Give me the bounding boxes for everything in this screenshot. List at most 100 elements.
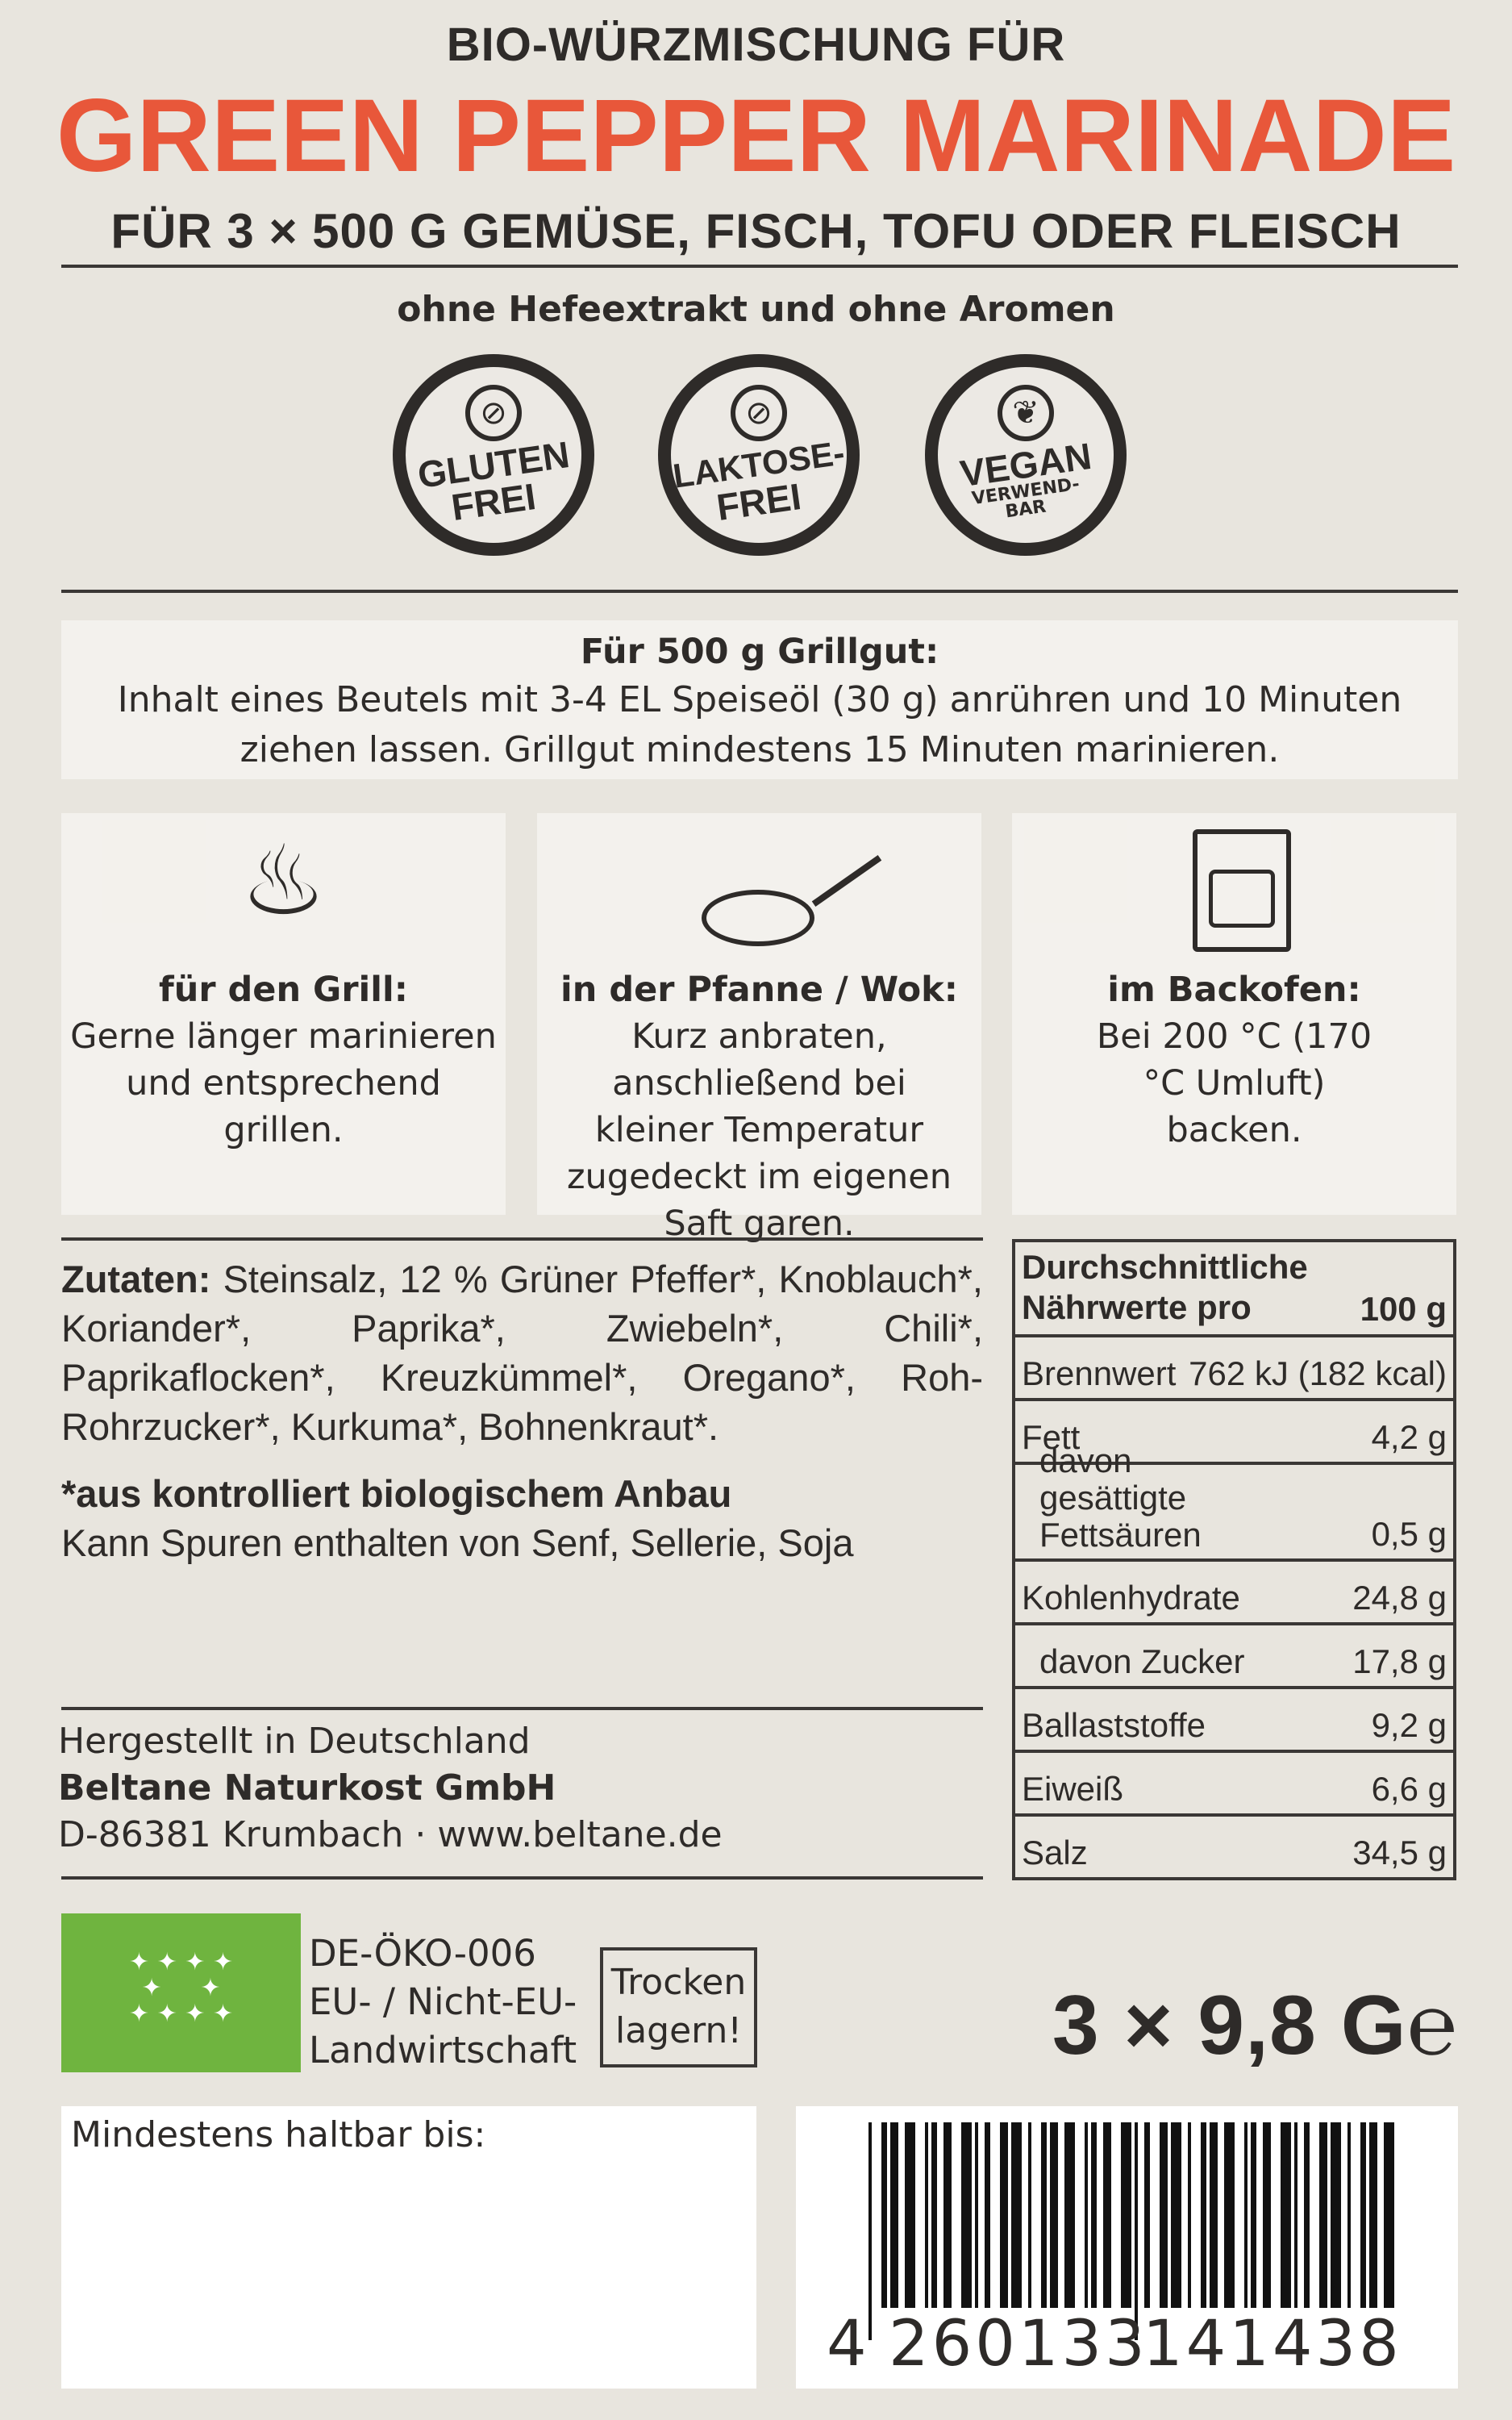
barcode-bar: [1188, 2122, 1191, 2308]
barcode-bar: [1263, 2122, 1271, 2308]
ingredients: Zutaten: Steinsalz, 12 % Grüner Pfeffer*…: [61, 1254, 983, 1567]
certification-origin: EU- / Nicht-EU-: [309, 1980, 577, 2023]
barcode-bar: [1319, 2122, 1327, 2308]
divider: [61, 1237, 983, 1241]
producer-address: D-86381 Krumbach · www.beltane.de: [58, 1814, 723, 1855]
barcode-bar: [1028, 2122, 1031, 2308]
barcode-bar: [1281, 2122, 1291, 2308]
barcode-bar: [1347, 2122, 1351, 2308]
barcode-bar: [905, 2122, 915, 2308]
barcode-bar: [1085, 2122, 1088, 2308]
barcode-digits: 260133: [889, 2308, 1148, 2380]
instructions-title: Für 500 g Grillgut:: [580, 632, 939, 672]
nutrition-per: 100 g: [1360, 1290, 1447, 1328]
barcode-digits: 141438: [1143, 2308, 1402, 2380]
nutrition-row: davon gesättigte Fettsäuren 0,5 g: [1015, 1442, 1453, 1558]
leaf-icon: ❦: [998, 385, 1054, 441]
divider: [61, 590, 1458, 593]
instructions-text: Inhalt eines Beutels mit 3-4 EL Speiseöl…: [117, 679, 1402, 770]
nutrient-label: Eiweiß: [1022, 1770, 1124, 1808]
organic-note: *aus kontrolliert biologischem Anbau: [61, 1472, 732, 1515]
organic-certification: DE-ÖKO-006 EU- / Nicht-EU- Landwirtschaf…: [309, 1930, 577, 2075]
nutrient-label: Kohlenhydrate: [1022, 1579, 1240, 1617]
storage-text: lagern!: [614, 2010, 743, 2051]
lactose-free-badge: ⊘ LAKTOSE- FREI: [658, 354, 860, 556]
barcode-bar: [931, 2122, 937, 2308]
nutrient-value: 9,2 g: [1371, 1706, 1447, 1744]
method-grill: ♨ für den Grill: Gerne länger marinieren…: [61, 813, 506, 1215]
method-text: Kurz anbraten, anschließend bei kleiner …: [566, 1016, 952, 1244]
divider: [61, 1707, 983, 1710]
method-text: Bei 200 °C (170 °C Umluft) backen.: [1096, 1016, 1372, 1150]
best-before-field: Mindestens haltbar bis:: [61, 2106, 756, 2389]
pretitle: BIO-WÜRZMISCHUNG FÜR: [446, 19, 1066, 71]
ingredients-label: Zutaten:: [61, 1258, 211, 1300]
nutrient-label: Brennwert: [1022, 1354, 1177, 1392]
nutrition-row: Brennwert 762 kJ (182 kcal): [1015, 1334, 1453, 1398]
instructions-box: Für 500 g Grillgut: Inhalt eines Beutels…: [61, 620, 1458, 779]
frying-pan-icon: [548, 813, 970, 966]
method-text: Gerne länger marinieren und entsprechend…: [70, 1016, 497, 1150]
barcode-bar: [925, 2122, 928, 2308]
barcode-bar: [1091, 2122, 1097, 2308]
barcode-bar: [1210, 2122, 1218, 2308]
nutrition-header: Durchschnittliche Nährwerte pro 100 g: [1015, 1242, 1453, 1334]
barcode-bar: [1064, 2122, 1075, 2308]
barcode-bar: [868, 2122, 872, 2340]
barcode: 4 260133 141438: [796, 2106, 1458, 2389]
producer: Hergestellt in Deutschland Beltane Natur…: [58, 1718, 723, 1859]
nutrient-value: 6,6 g: [1371, 1770, 1447, 1808]
producer-origin: Hergestellt in Deutschland: [58, 1721, 531, 1762]
nutrient-label: davon gesättigte Fettsäuren: [1039, 1442, 1202, 1554]
product-title: GREEN PEPPER MARINADE: [56, 78, 1456, 194]
allergens: Kann Spuren enthalten von Senf, Sellerie…: [61, 1521, 854, 1564]
barcode-bar: [1011, 2122, 1022, 2308]
nutrition-row: Salz 34,5 g: [1015, 1813, 1453, 1877]
divider: [61, 1876, 983, 1880]
barcode-bar: [1135, 2122, 1138, 2340]
barcode-bar: [1121, 2122, 1131, 2308]
eu-organic-logo: ✦ ✦ ✦ ✦ ✦ ✦ ✦ ✦ ✦ ✦: [61, 1913, 301, 2072]
nutrition-row: davon Zucker 17,8 g: [1015, 1622, 1453, 1686]
nutrient-value: 24,8 g: [1352, 1579, 1447, 1617]
nutrient-label: davon Zucker: [1039, 1642, 1245, 1680]
barcode-bar: [1050, 2122, 1058, 2308]
oven-icon: [1020, 813, 1448, 966]
storage-text: Trocken: [610, 1962, 747, 2003]
grill-icon: ♨: [240, 825, 327, 937]
certification-origin: Landwirtschaft: [309, 2029, 577, 2072]
barcode-bars: [868, 2122, 1401, 2340]
gluten-free-badge: ⊘ GLUTEN FREI: [393, 354, 594, 556]
subtitle: FÜR 3 × 500 G GEMÜSE, FISCH, TOFU ODER F…: [110, 204, 1402, 258]
barcode-bar: [1294, 2122, 1297, 2308]
net-weight: 3 × 9,8 G℮: [1052, 1979, 1458, 2072]
barcode-bar: [1160, 2122, 1168, 2308]
certification-code: DE-ÖKO-006: [309, 1932, 536, 1975]
barcode-bar: [1103, 2122, 1111, 2308]
best-before-label: Mindestens haltbar bis:: [71, 2114, 486, 2155]
barcode-bar: [1244, 2122, 1248, 2308]
barcode-bar: [1224, 2122, 1235, 2308]
barcode-bar: [1144, 2122, 1150, 2308]
nutrition-table: Durchschnittliche Nährwerte pro 100 g Br…: [1012, 1239, 1456, 1880]
nutrition-header-text: Nährwerte pro: [1022, 1288, 1252, 1326]
nutrition-header-text: Durchschnittliche: [1022, 1248, 1308, 1286]
method-pan: in der Pfanne / Wok: Kurz anbraten, ansc…: [537, 813, 981, 1244]
barcode-bar: [1331, 2122, 1341, 2308]
barcode-bar: [1000, 2122, 1008, 2308]
barcode-bar: [1251, 2122, 1256, 2308]
nutrient-label: Salz: [1022, 1834, 1088, 1871]
barcode-bar: [1201, 2122, 1206, 2308]
divider: [61, 265, 1458, 268]
barcode-bar: [943, 2122, 952, 2308]
barcode-digit: 4: [827, 2308, 867, 2380]
nutrient-value: 34,5 g: [1352, 1834, 1447, 1871]
nutrient-label: Ballaststoffe: [1022, 1706, 1206, 1744]
wheat-crossed-icon: ⊘: [465, 385, 522, 441]
barcode-bar: [1384, 2122, 1394, 2308]
nutrient-value: 17,8 g: [1352, 1642, 1447, 1680]
method-title: im Backofen:: [1107, 970, 1361, 1010]
nutrient-value: 4,2 g: [1371, 1418, 1447, 1456]
producer-company: Beltane Naturkost GmbH: [58, 1767, 556, 1809]
barcode-bar: [1171, 2122, 1181, 2308]
